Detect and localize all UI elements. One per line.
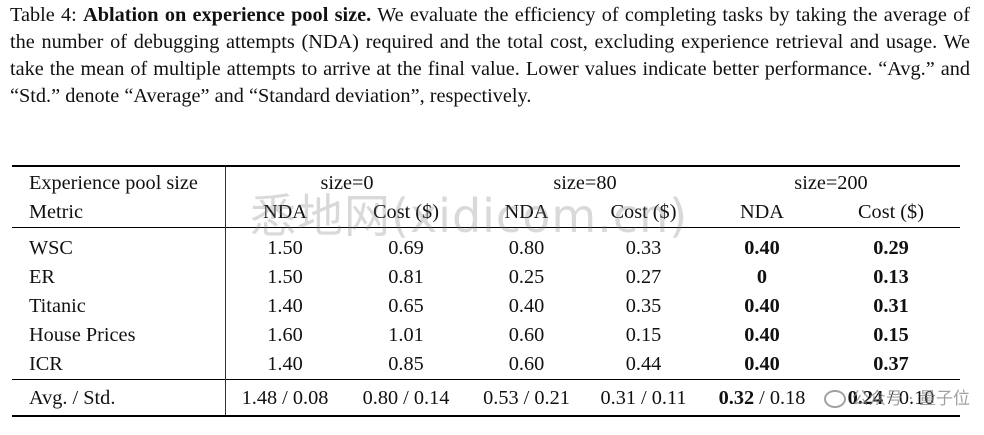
avg-value: 0.53 xyxy=(483,387,519,409)
caption-text: We evaluate the efficiency of completing… xyxy=(10,4,970,107)
table-cell: 0.40 xyxy=(508,295,545,317)
table-cell: 0.85 xyxy=(388,353,424,375)
avg-std-cell: 0.24 / 0.10 xyxy=(822,379,960,416)
table-row: Titanic 1.40 0.65 0.40 0.35 0.40 0.31 xyxy=(12,292,960,321)
avg-std-cell: 0.80 / 0.14 xyxy=(344,379,468,416)
table-cell: 0.33 xyxy=(585,227,702,263)
table-row: ICR 1.40 0.85 0.60 0.44 0.40 0.37 xyxy=(12,350,960,380)
table-cell: 1.40 xyxy=(267,295,303,317)
table-cell: 0.65 xyxy=(388,295,424,317)
table-cell: 1.60 xyxy=(267,324,303,346)
table-cell: 0.69 xyxy=(344,227,468,263)
table-cell: 0 xyxy=(756,266,768,288)
std-value: 0.11 xyxy=(651,387,687,409)
table-cell: 0.13 xyxy=(873,266,909,288)
table-cell: 1.50 xyxy=(225,227,344,263)
table-row: ER 1.50 0.81 0.25 0.27 0 0.13 xyxy=(12,263,960,292)
table-cell: 0.15 xyxy=(873,324,909,346)
table-cell: 0.44 xyxy=(625,353,662,375)
header-group-size-200: size=200 xyxy=(702,165,960,198)
row-label: Avg. / Std. xyxy=(12,379,226,416)
header-col: Cost ($) xyxy=(610,201,677,223)
header-col: NDA xyxy=(504,201,549,223)
header-pool-size-label: Experience pool size xyxy=(12,165,226,198)
header-row-metric: Metric NDA Cost ($) NDA Cost ($) NDA Cos… xyxy=(12,198,960,228)
table-row: House Prices 1.60 1.01 0.60 0.15 0.40 0.15 xyxy=(12,321,960,350)
table-row: WSC 1.50 0.69 0.80 0.33 0.40 0.29 xyxy=(12,227,960,263)
table-cell: 1.50 xyxy=(267,266,303,288)
table-cell: 0.31 xyxy=(873,295,909,317)
std-value: 0.08 xyxy=(292,387,329,409)
avg-std-cell: 0.53 / 0.21 xyxy=(468,379,585,416)
row-label: ICR xyxy=(12,350,226,380)
ablation-table: Experience pool size size=0 size=80 size… xyxy=(12,165,960,417)
wechat-icon xyxy=(823,390,846,408)
avg-std-cell: 0.31 / 0.11 xyxy=(585,379,702,416)
row-label: House Prices xyxy=(12,321,226,350)
avg-value: 0.80 xyxy=(362,387,399,409)
header-col: Cost ($) xyxy=(858,201,924,223)
avg-value: 1.48 xyxy=(241,387,278,409)
table-cell: 0.25 xyxy=(508,266,545,288)
table-cell: 0.60 xyxy=(508,324,545,346)
header-col: NDA xyxy=(263,201,307,223)
table-cell: 0.37 xyxy=(873,353,909,375)
table-cell: 0.80 xyxy=(468,227,585,263)
std-value: 0.14 xyxy=(413,387,450,409)
avg-value: 0.32 xyxy=(718,387,755,409)
table-caption: Table 4: Ablation on experience pool siz… xyxy=(10,2,970,110)
table-cell: 0.60 xyxy=(508,353,545,375)
table-body: WSC 1.50 0.69 0.80 0.33 0.40 0.29 ER 1.50 0.81 0.2… xyxy=(12,227,960,380)
header-group-size-0: size=0 xyxy=(225,165,468,198)
avg-std-row: Avg. / Std. 1.48 / 0.08 0.80 / 0.14 0.53 /… xyxy=(12,379,960,416)
table-cell: 1.40 xyxy=(267,353,303,375)
wechat-watermark-text: 公众号 · 量子位 xyxy=(851,389,970,409)
row-label: Titanic xyxy=(12,292,226,321)
std-value: 0.18 xyxy=(769,387,806,409)
std-value: 0.10 xyxy=(898,387,935,409)
avg-std-cell: 1.48 / 0.08 xyxy=(225,379,344,416)
table-cell: 0.15 xyxy=(625,324,662,346)
header-col: Cost ($) xyxy=(373,201,439,223)
header-col: NDA xyxy=(740,201,784,223)
table-cell: 0.40 xyxy=(744,324,780,346)
header-row-pool-size: Experience pool size size=0 size=80 size… xyxy=(12,165,960,198)
row-label: WSC xyxy=(12,227,226,263)
avg-value: 0.31 xyxy=(600,387,636,409)
header-group-size-80: size=80 xyxy=(468,165,702,198)
caption-title: Ablation on experience pool size. xyxy=(83,4,372,26)
table-cell: 0.27 xyxy=(625,266,662,288)
table-cell: 0.40 xyxy=(744,353,780,375)
avg-std-cell: 0.32 / 0.18 xyxy=(702,379,822,416)
table-cell: 0.81 xyxy=(388,266,424,288)
row-label: ER xyxy=(12,263,226,292)
table-cell: 0.40 xyxy=(702,227,822,263)
wechat-watermark: 公众号 · 量子位 xyxy=(823,384,970,409)
table-cell: 0.40 xyxy=(744,295,780,317)
table-cell: 0.29 xyxy=(822,227,960,263)
table-cell: 0.35 xyxy=(625,295,662,317)
caption-label: Table 4: xyxy=(10,4,77,26)
std-value: 0.21 xyxy=(534,387,570,409)
avg-value: 0.24 xyxy=(847,387,884,409)
header-metric-label: Metric xyxy=(12,198,226,228)
table-cell: 1.01 xyxy=(388,324,424,346)
